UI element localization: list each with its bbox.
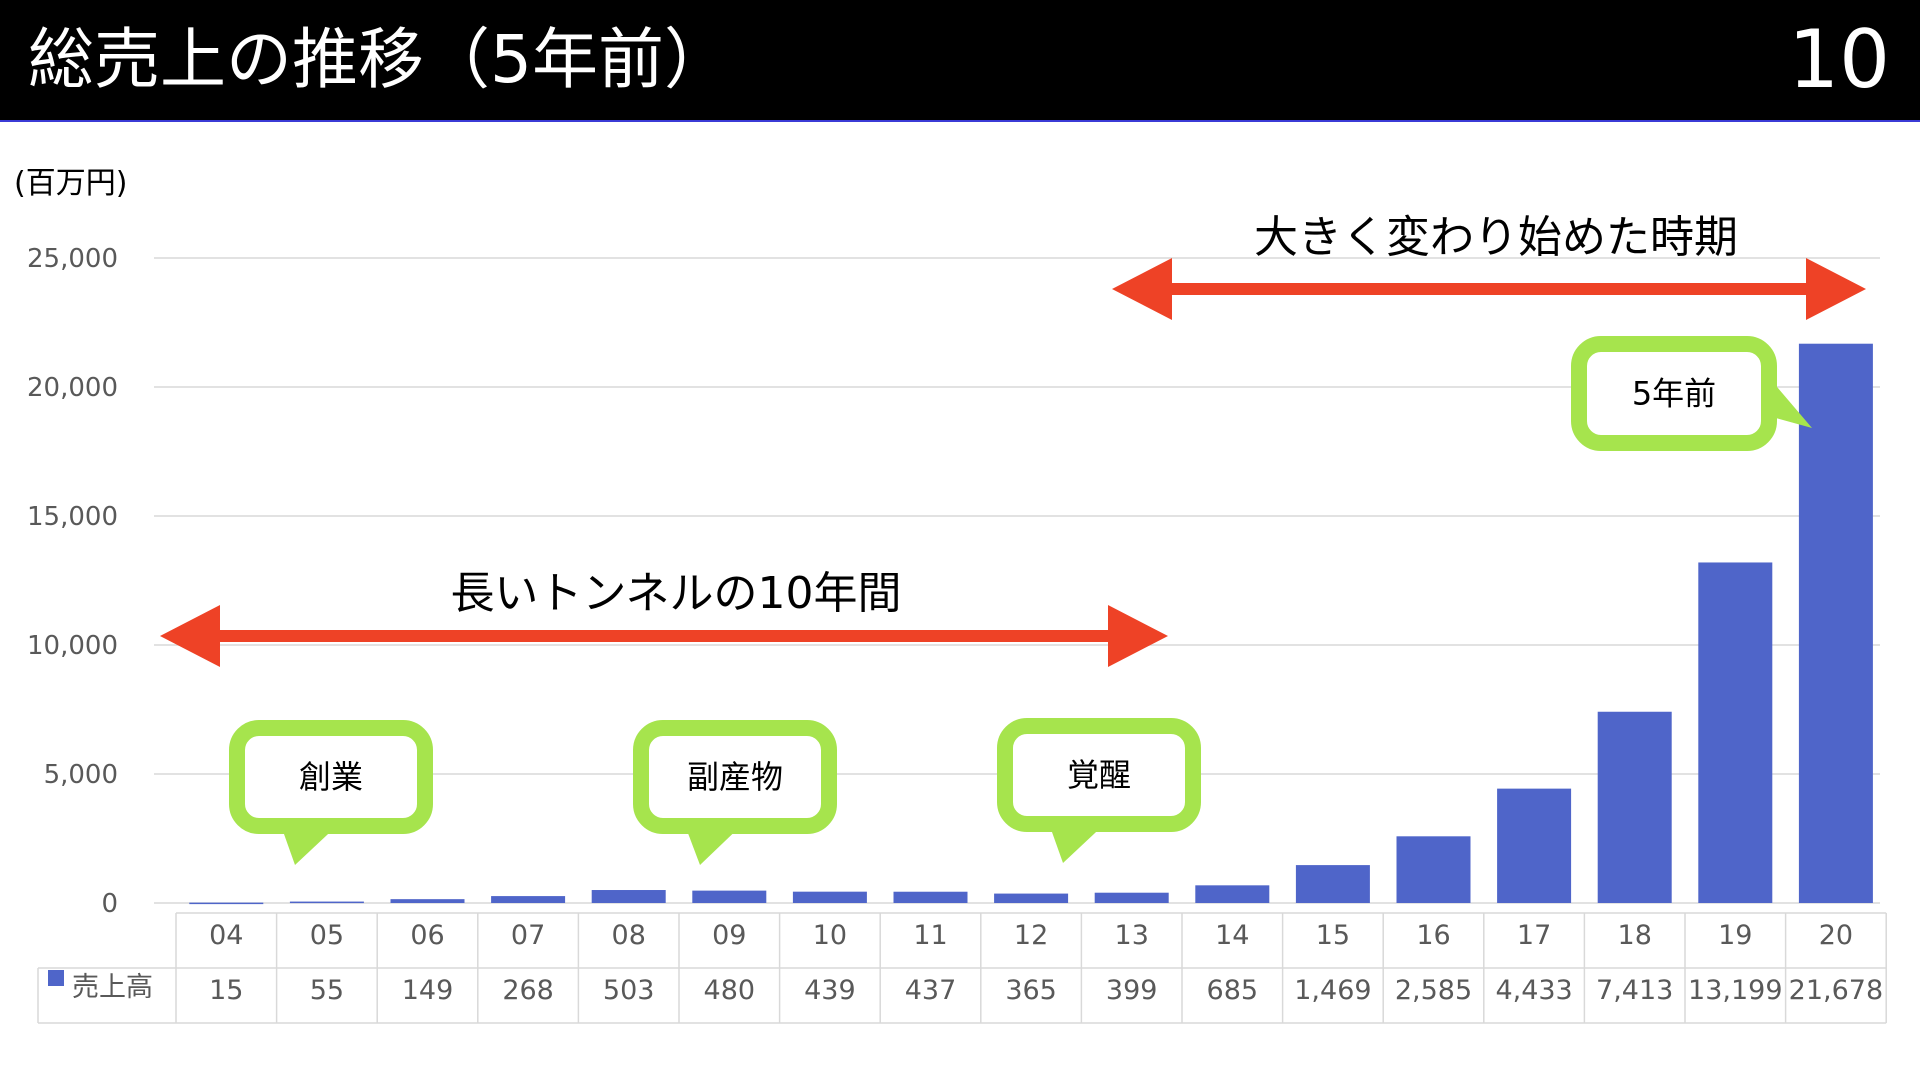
data-label: 399 xyxy=(1106,975,1158,1006)
bar-04 xyxy=(189,902,264,905)
legend-series-name: 売上高 xyxy=(72,972,153,1003)
x-tick-label: 20 xyxy=(1819,920,1853,951)
bar-08 xyxy=(591,890,666,903)
tunnel-arrow xyxy=(160,605,1168,667)
y-axis-unit-label: (百万円) xyxy=(14,166,128,201)
x-tick-label: 14 xyxy=(1215,920,1249,951)
data-label: 685 xyxy=(1207,975,1259,1006)
bar-17 xyxy=(1497,788,1572,903)
callout-12: 覚醒 xyxy=(997,718,1201,863)
bar-20 xyxy=(1798,343,1873,903)
x-tick-label: 15 xyxy=(1316,920,1350,951)
data-label: 1,469 xyxy=(1294,975,1371,1006)
arrows: 長いトンネルの10年間 大きく変わり始めた時期 xyxy=(160,212,1866,667)
data-label: 268 xyxy=(502,975,554,1006)
bar-10 xyxy=(792,891,867,903)
callout-20: 5年前 xyxy=(1571,336,1812,451)
data-label: 4,433 xyxy=(1495,975,1572,1006)
slide-header: 総売上の推移（5年前） 10 xyxy=(0,0,1920,122)
data-label: 503 xyxy=(603,975,655,1006)
slide-title: 総売上の推移（5年前） xyxy=(28,21,730,98)
bar-05 xyxy=(289,901,364,904)
y-tick-label: 20,000 xyxy=(27,373,118,403)
x-tick-label: 05 xyxy=(310,920,344,951)
bar-19 xyxy=(1698,562,1773,903)
y-tick-label: 25,000 xyxy=(27,244,118,274)
y-tick-label: 15,000 xyxy=(27,502,118,532)
x-tick-label: 09 xyxy=(712,920,746,951)
x-tick-label: 10 xyxy=(813,920,847,951)
data-label: 21,678 xyxy=(1789,975,1883,1006)
y-axis-ticks: 0 5,000 10,000 15,000 20,000 25,000 xyxy=(27,244,118,919)
callout-box xyxy=(229,720,433,834)
bars xyxy=(189,343,1873,905)
callout-05: 創業 xyxy=(229,720,433,865)
bar-12 xyxy=(994,893,1069,903)
x-tick-label: 04 xyxy=(209,920,243,951)
data-label: 55 xyxy=(310,975,344,1006)
change-arrow xyxy=(1112,258,1866,320)
callouts: 創業 副産物 覚醒 5年前 xyxy=(229,336,1812,865)
data-label: 365 xyxy=(1005,975,1057,1006)
x-tick-label: 11 xyxy=(913,920,947,951)
x-tick-label: 18 xyxy=(1618,920,1652,951)
data-label: 2,585 xyxy=(1395,975,1472,1006)
callout-09: 副産物 xyxy=(633,720,837,865)
y-tick-label: 0 xyxy=(101,889,118,919)
callout-text: 覚醒 xyxy=(1067,756,1131,794)
data-label: 439 xyxy=(804,975,856,1006)
x-tick-label: 19 xyxy=(1718,920,1752,951)
data-label: 15 xyxy=(209,975,243,1006)
callout-box xyxy=(633,720,837,834)
bar-06 xyxy=(390,899,465,903)
bar-15 xyxy=(1295,865,1370,903)
slide-number: 10 xyxy=(1788,13,1890,106)
data-table: 04 15 05 55 06 149 07 268 08 503 09 480 10 439 11 437 12… xyxy=(37,912,1887,1024)
x-tick-label: 08 xyxy=(612,920,646,951)
bar-09 xyxy=(692,890,767,903)
legend-swatch xyxy=(48,970,64,986)
bar-14 xyxy=(1195,885,1270,903)
callout-text: 副産物 xyxy=(687,758,783,796)
bar-07 xyxy=(491,896,566,903)
data-label: 480 xyxy=(704,975,756,1006)
callout-box xyxy=(997,718,1201,832)
bar-16 xyxy=(1396,836,1471,903)
bar-13 xyxy=(1094,892,1169,903)
y-tick-label: 5,000 xyxy=(44,760,118,790)
x-tick-label: 16 xyxy=(1416,920,1450,951)
x-tick-label: 17 xyxy=(1517,920,1551,951)
bar-18 xyxy=(1597,711,1672,903)
data-label: 13,199 xyxy=(1688,975,1782,1006)
data-label: 7,413 xyxy=(1596,975,1673,1006)
x-tick-label: 13 xyxy=(1115,920,1149,951)
y-tick-label: 10,000 xyxy=(27,631,118,661)
callout-text: 創業 xyxy=(299,758,363,796)
bar-11 xyxy=(893,891,968,903)
x-tick-label: 12 xyxy=(1014,920,1048,951)
change-annotation: 大きく変わり始めた時期 xyxy=(1254,212,1738,263)
x-tick-label: 07 xyxy=(511,920,545,951)
data-label: 437 xyxy=(905,975,957,1006)
data-label: 149 xyxy=(402,975,454,1006)
x-tick-label: 06 xyxy=(410,920,444,951)
callout-box xyxy=(1571,336,1777,451)
callout-text: 5年前 xyxy=(1632,375,1716,413)
tunnel-annotation: 長いトンネルの10年間 xyxy=(450,568,901,619)
